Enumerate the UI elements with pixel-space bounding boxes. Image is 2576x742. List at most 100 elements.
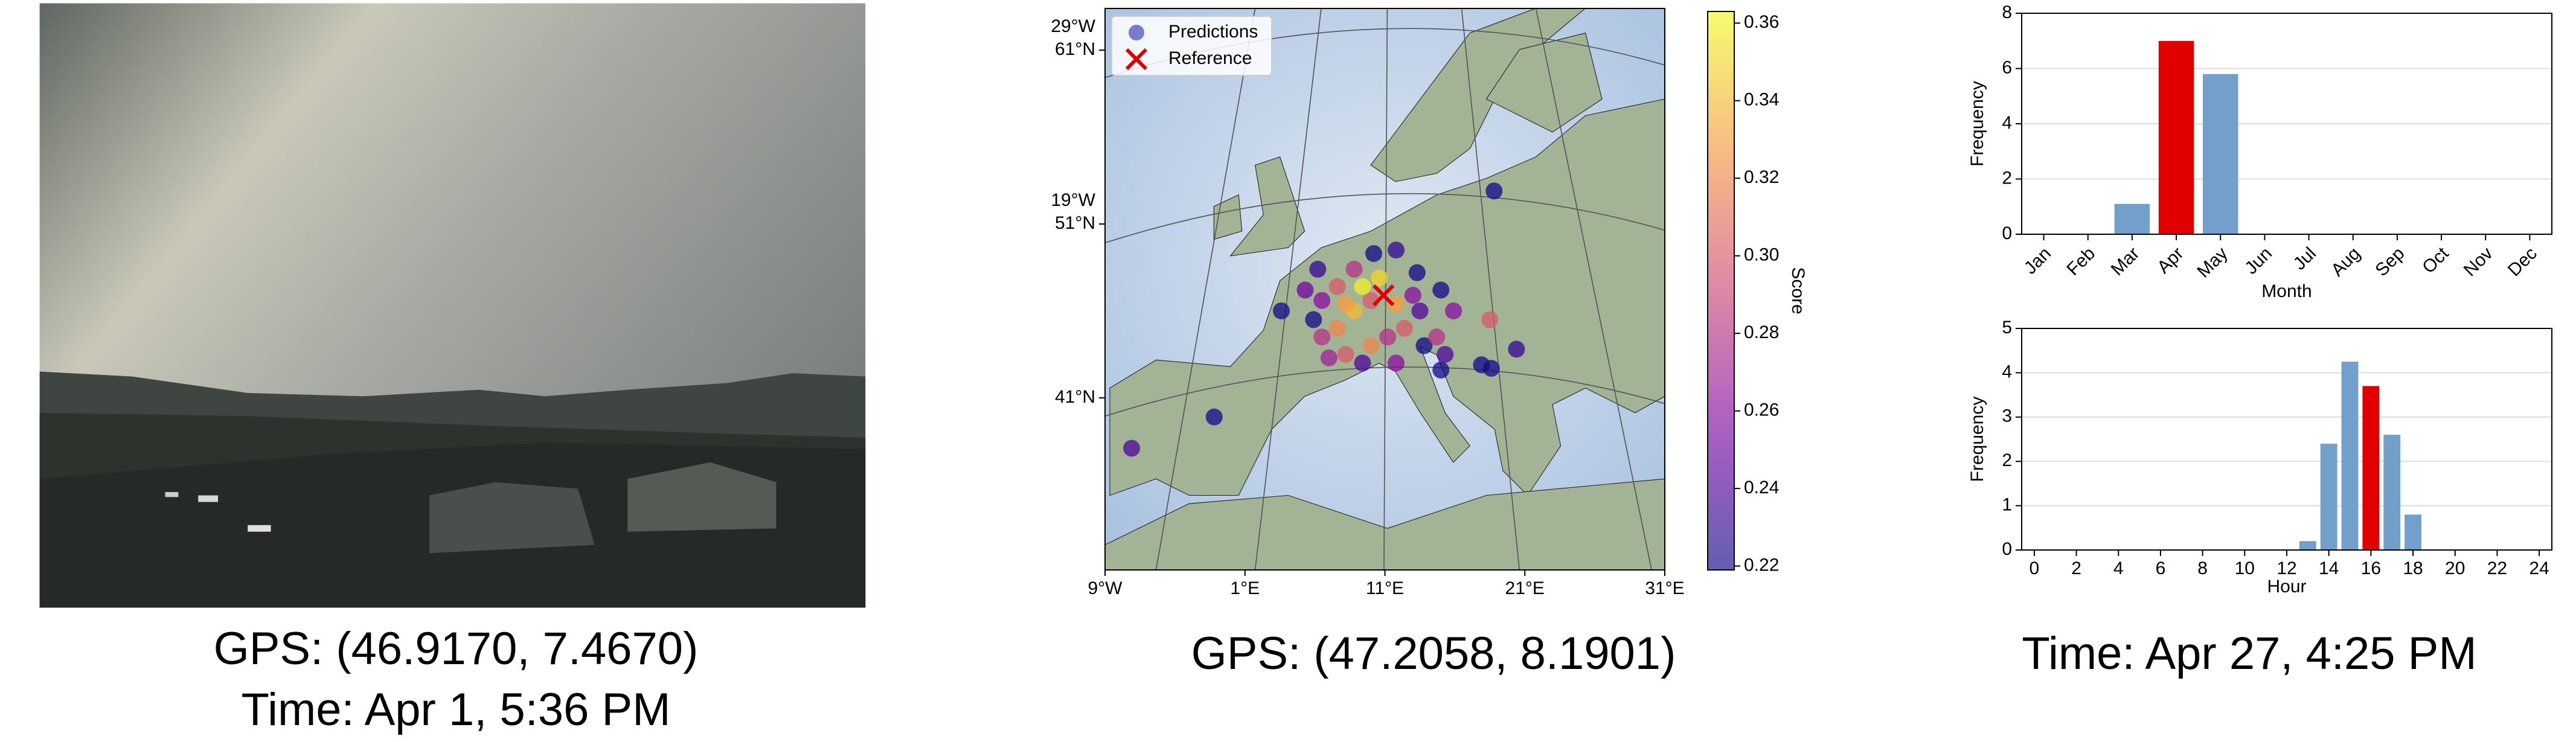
y-tick-label: 1 (2002, 495, 2012, 515)
x-tick-label: 4 (2113, 558, 2124, 578)
bar (2158, 40, 2194, 234)
prediction-point (1309, 260, 1327, 278)
colorbar-label: Score (1788, 267, 1808, 314)
colorbar-tick-label: 0.26 (1744, 400, 1779, 420)
x-tick-label: 31°E (1645, 578, 1684, 598)
colorbar-tick-label: 0.34 (1744, 90, 1779, 110)
x-tick-label: 11°E (1366, 578, 1404, 598)
prediction-point (1354, 278, 1371, 295)
colorbar-tick-label: 0.30 (1744, 245, 1779, 265)
prediction-point (1445, 302, 1463, 319)
prediction-point (1388, 241, 1405, 259)
x-tick-label: 18 (2403, 558, 2423, 578)
x-tick-label: 8 (2197, 558, 2208, 578)
prediction-point (1365, 245, 1382, 262)
prediction-point (1313, 292, 1331, 309)
bar (2341, 362, 2359, 550)
prediction-point (1337, 295, 1354, 313)
prediction-point (1296, 281, 1314, 299)
x-tick-label: 12 (2276, 558, 2296, 578)
meridian-label: 19°W (1051, 190, 1095, 210)
prediction-point (1395, 319, 1413, 337)
legend-marker (1125, 48, 1148, 71)
y-tick-label: 5 (2002, 318, 2012, 337)
x-tick-label: 20 (2445, 558, 2465, 578)
x-tick-label: 1°E (1230, 578, 1260, 598)
x-tick-label: 9°W (1088, 578, 1123, 598)
prediction-point (1379, 328, 1397, 346)
prediction-point (1415, 337, 1433, 354)
prediction-point (1328, 319, 1346, 337)
prediction-point (1473, 356, 1490, 374)
prediction-point (1432, 281, 1450, 299)
x-tick-label: 21°E (1505, 578, 1545, 598)
prediction-point (1371, 269, 1388, 287)
x-tick-label: 2 (2071, 558, 2081, 578)
prediction-point (1337, 345, 1354, 363)
prediction-point (1345, 260, 1363, 278)
prediction-point (1328, 278, 1346, 295)
x-tick-label: 10 (2235, 558, 2255, 578)
map-caption: GPS: (47.2058, 8.1901) (1191, 628, 1676, 679)
legend-marker (1129, 25, 1144, 40)
prediction-point (1411, 302, 1429, 319)
bar (2383, 435, 2401, 550)
prediction-point (1481, 311, 1499, 328)
bar (2202, 74, 2238, 235)
colorbar-tick-label: 0.22 (1744, 555, 1779, 575)
y-axis-label: Frequency (1967, 81, 1987, 167)
bar (2320, 443, 2337, 550)
y-axis-label: Frequency (1967, 397, 1987, 482)
y-tick-label: 0 (2002, 539, 2012, 559)
prediction-point (1205, 408, 1223, 426)
bar (2114, 203, 2150, 234)
photo (39, 3, 866, 608)
prediction-point (1432, 361, 1450, 379)
y-tick-label: 61°N (1055, 39, 1095, 59)
prediction-point (1508, 341, 1525, 358)
prediction-point (1320, 349, 1338, 366)
bar (2405, 514, 2421, 550)
prediction-point (1273, 302, 1290, 319)
axes-frame (2021, 328, 2552, 551)
x-tick-label: 16 (2361, 558, 2381, 578)
colorbar-tick-label: 0.24 (1744, 478, 1779, 497)
x-tick-label: 6 (2156, 558, 2166, 578)
prediction-point (1388, 354, 1405, 372)
colorbar-tick-label: 0.36 (1744, 12, 1779, 32)
x-tick-label: 14 (2319, 558, 2339, 578)
photo-caption-gps: GPS: (46.9170, 7.4670) (214, 623, 699, 674)
y-tick-label: 8 (2002, 2, 2012, 22)
prediction-point (1305, 311, 1322, 328)
x-tick-label: 0 (2030, 558, 2040, 578)
prediction-point (1408, 264, 1426, 281)
prediction-point (1428, 328, 1446, 346)
prediction-point (1404, 287, 1421, 304)
photo-caption-time: Time: Apr 1, 5:36 PM (241, 684, 670, 735)
colorbar-tick-label: 0.32 (1744, 167, 1779, 187)
y-tick-label: 0 (2002, 223, 2012, 243)
axes-frame (2021, 13, 2552, 235)
reference-marker (1373, 284, 1395, 307)
colorbar (1707, 11, 1735, 571)
y-tick-label: 4 (2002, 362, 2012, 382)
colorbar-tick-label: 0.28 (1744, 322, 1779, 342)
prediction-point (1437, 345, 1454, 363)
legend-label: Reference (1168, 48, 1252, 68)
legend-box (1111, 16, 1272, 76)
y-tick-label: 3 (2002, 406, 2012, 426)
y-tick-label: 6 (2002, 57, 2012, 77)
meridian-label: 29°W (1051, 16, 1095, 36)
prediction-point (1354, 354, 1371, 372)
y-tick-label: 41°N (1055, 387, 1095, 407)
legend-label: Predictions (1168, 22, 1258, 42)
prediction-point (1485, 182, 1503, 200)
x-axis-label: Hour (2267, 577, 2306, 596)
prediction-point (1362, 337, 1380, 354)
x-tick-label: 24 (2529, 558, 2549, 578)
prediction-point (1123, 440, 1141, 457)
prediction-point (1313, 328, 1331, 346)
x-tick-label: 22 (2487, 558, 2507, 578)
y-tick-label: 2 (2002, 450, 2012, 470)
